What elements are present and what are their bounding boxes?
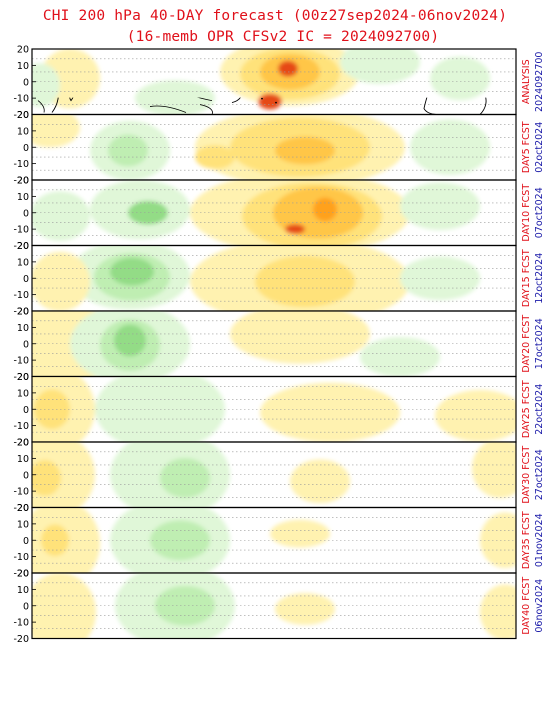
latitude-tick-label: 0 bbox=[23, 208, 29, 219]
latitude-tick-label: 20 bbox=[17, 569, 29, 580]
chi-anomaly-shading bbox=[32, 376, 516, 442]
latitude-tick-label: 10 bbox=[17, 61, 29, 72]
coastline-outline bbox=[38, 573, 504, 639]
latitude-tick-label: 10 bbox=[17, 519, 29, 530]
latitude-tick-label: -10 bbox=[13, 356, 29, 367]
latitude-tick-label: -20 bbox=[13, 569, 29, 580]
panel-date: 2024092700 bbox=[534, 52, 545, 112]
map-panel-7: 20 10 0 -10 -20 DAY35 FCST 01nov2024 bbox=[13, 503, 545, 580]
latitude-tick-label: 0 bbox=[23, 77, 29, 88]
chi-anomaly-shading bbox=[32, 180, 516, 246]
map-panel-2: 20 10 0 -10 -20 DAY10 FCST 07oct2024 bbox=[13, 176, 545, 253]
map-panel-0: 20 10 0 -10 -20 ANALYSIS 2024092700 bbox=[13, 45, 545, 122]
chi-anomaly-shading bbox=[32, 442, 516, 508]
latitude-tick-label: -20 bbox=[13, 634, 29, 645]
panel-label: DAY10 FCST bbox=[521, 184, 532, 242]
map-panel-1: 20 10 0 -10 -20 DAY5 FCST 02oct2024 bbox=[13, 110, 545, 187]
panel-label: DAY40 FCST bbox=[521, 577, 532, 635]
latitude-tick-label: -20 bbox=[13, 176, 29, 187]
map-panel-6: 20 10 0 -10 -20 DAY30 FCST 27oct2024 bbox=[13, 438, 545, 515]
latitude-tick-label: 20 bbox=[17, 438, 29, 449]
latitude-tick-label: 0 bbox=[23, 405, 29, 416]
map-panel-4: 20 10 0 -10 -20 DAY20 FCST 17oct2024 bbox=[13, 307, 545, 384]
latitude-tick-label: -10 bbox=[13, 552, 29, 563]
latitude-tick-label: 20 bbox=[17, 45, 29, 56]
latitude-tick-label: 10 bbox=[17, 257, 29, 268]
latitude-tick-label: 20 bbox=[17, 503, 29, 514]
panel-date: 06nov2024 bbox=[534, 579, 545, 633]
chi-anomaly-shading bbox=[32, 573, 516, 639]
figure-title: CHI 200 hPa 40-DAY forecast (00z27sep202… bbox=[42, 8, 508, 24]
chi-anomaly-shading bbox=[32, 245, 516, 311]
panel-label: ANALYSIS bbox=[521, 59, 532, 104]
panel-date: 12oct2024 bbox=[534, 253, 545, 304]
panel-label: DAY30 FCST bbox=[521, 446, 532, 504]
panel-date: 22oct2024 bbox=[534, 384, 545, 435]
panel-label: DAY15 FCST bbox=[521, 249, 532, 307]
latitude-tick-label: 0 bbox=[23, 470, 29, 481]
panel-label: DAY25 FCST bbox=[521, 380, 532, 438]
latitude-tick-label: 20 bbox=[17, 110, 29, 121]
latitude-tick-label: -20 bbox=[13, 503, 29, 514]
latitude-tick-label: -10 bbox=[13, 618, 29, 629]
latitude-tick-label: -10 bbox=[13, 94, 29, 105]
latitude-tick-label: -10 bbox=[13, 421, 29, 432]
coastline-outline bbox=[38, 508, 504, 574]
latitude-tick-label: 0 bbox=[23, 143, 29, 154]
panel-date: 07oct2024 bbox=[534, 187, 545, 238]
latitude-tick-label: -20 bbox=[13, 307, 29, 318]
chi-anomaly-shading bbox=[32, 507, 516, 573]
latitude-tick-label: -10 bbox=[13, 487, 29, 498]
map-panel-5: 20 10 0 -10 -20 DAY25 FCST 22oct2024 bbox=[13, 372, 545, 449]
latitude-tick-label: -10 bbox=[13, 290, 29, 301]
latitude-tick-label: 10 bbox=[17, 454, 29, 465]
latitude-tick-label: 10 bbox=[17, 388, 29, 399]
panel-label: DAY5 FCST bbox=[521, 121, 532, 173]
map-panel-8: 20 10 0 -10 -20 DAY40 FCST 06nov2024 bbox=[13, 569, 545, 646]
panel-label: DAY20 FCST bbox=[521, 315, 532, 373]
chi-anomaly-shading bbox=[32, 114, 516, 180]
latitude-tick-label: -20 bbox=[13, 438, 29, 449]
panel-date: 27oct2024 bbox=[534, 449, 545, 500]
panel-date: 17oct2024 bbox=[534, 318, 545, 369]
chi-anomaly-shading bbox=[32, 311, 516, 377]
latitude-tick-label: -20 bbox=[13, 372, 29, 383]
latitude-tick-label: 0 bbox=[23, 274, 29, 285]
latitude-tick-label: -10 bbox=[13, 159, 29, 170]
latitude-tick-label: -10 bbox=[13, 225, 29, 236]
latitude-tick-label: 20 bbox=[17, 241, 29, 252]
latitude-tick-label: 0 bbox=[23, 601, 29, 612]
latitude-tick-label: 20 bbox=[17, 372, 29, 383]
figure-subtitle: (16-memb OPR CFSv2 IC = 2024092700) bbox=[126, 29, 440, 45]
latitude-tick-label: 10 bbox=[17, 192, 29, 203]
coastline-outline bbox=[38, 442, 504, 508]
latitude-tick-label: 20 bbox=[17, 176, 29, 187]
latitude-tick-label: -20 bbox=[13, 110, 29, 121]
latitude-tick-label: 0 bbox=[23, 536, 29, 547]
map-panel-3: 20 10 0 -10 -20 DAY15 FCST 12oct2024 bbox=[13, 241, 545, 318]
panel-date: 01nov2024 bbox=[534, 513, 545, 567]
latitude-tick-label: 20 bbox=[17, 307, 29, 318]
panel-label: DAY35 FCST bbox=[521, 511, 532, 569]
latitude-tick-label: -20 bbox=[13, 241, 29, 252]
latitude-tick-label: 10 bbox=[17, 585, 29, 596]
chi-anomaly-shading bbox=[32, 49, 516, 115]
latitude-tick-label: 0 bbox=[23, 339, 29, 350]
latitude-tick-label: 10 bbox=[17, 126, 29, 137]
panel-date: 02oct2024 bbox=[534, 122, 545, 173]
latitude-tick-label: 10 bbox=[17, 323, 29, 334]
